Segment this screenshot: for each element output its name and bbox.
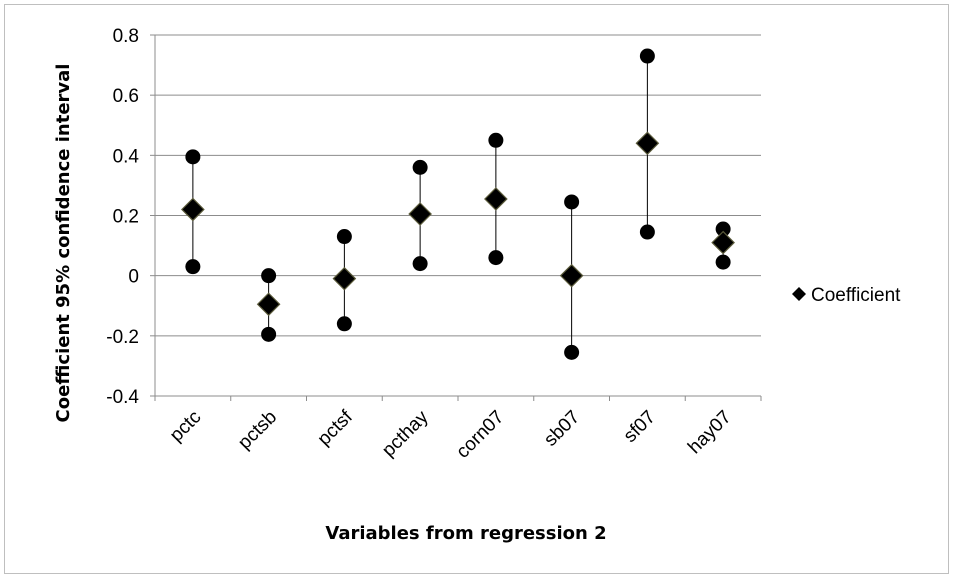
coefficient-point [256,292,281,317]
upper-bound-point [488,132,504,148]
legend: Coefficient [792,285,901,306]
coefficient-point [711,230,735,255]
y-axis-title: Coefficient 95% confidence interval [53,64,74,423]
coefficient-point [484,187,508,211]
axes [150,34,762,401]
y-tick-label: 0.6 [113,86,139,107]
upper-bound-point [715,221,731,237]
upper-bound-point [412,159,428,175]
lower-bound-point [715,254,731,270]
x-tick-label: sb07 [540,407,584,451]
lower-bound-point [564,344,580,360]
x-tick-label: pctc [166,407,205,446]
x-tick-label: pctsb [234,407,281,454]
coefficient-markers [181,48,735,360]
coefficient-point [559,263,584,288]
lower-bound-point [261,326,277,342]
lower-bound-point [488,250,504,266]
lower-bound-point [336,316,352,332]
y-tick-label: 0 [128,267,139,288]
x-tick-label: pctsf [314,406,358,450]
coefficient-point [408,202,432,226]
coefficient-point [635,131,660,156]
upper-bound-point [639,48,655,64]
x-tick-labels: pctc pctsb pctsf pcthay corn07 sb07 sf07 hay07 [166,406,736,462]
upper-bound-point [564,194,580,210]
y-tick-label: 0.8 [113,26,139,47]
gridlines [155,34,761,397]
upper-bound-point [185,149,201,165]
chart-frame: -0.4 -0.2 0 0.2 0.4 0.6 0.8 pctc pctsb pctsf pcth… [4,4,949,574]
upper-bound-point [336,229,352,245]
x-tick-label: corn07 [452,407,508,463]
legend-diamond-marker [792,287,806,301]
y-tick-label: -0.4 [106,387,139,408]
lower-bound-point [412,256,428,272]
x-tick-label: sf07 [620,407,660,447]
y-tick-label: 0.2 [113,207,139,228]
legend-label: Coefficient [811,285,901,306]
y-tick-label: 0.4 [113,146,140,167]
coefficient-point [332,266,357,291]
coefficient-point [181,197,205,222]
x-tick-label: pcthay [378,406,433,461]
lower-bound-point [185,259,201,275]
lower-bound-point [639,224,655,240]
y-tick-labels: -0.4 -0.2 0 0.2 0.4 0.6 0.8 [106,26,139,408]
confidence-interval-chart: -0.4 -0.2 0 0.2 0.4 0.6 0.8 pctc pctsb pctsf pcth… [53,26,901,544]
x-axis-title: Variables from regression 2 [325,523,606,544]
upper-bound-point [261,268,277,284]
x-tick-label: hay07 [684,407,735,458]
y-tick-label: -0.2 [106,327,139,348]
